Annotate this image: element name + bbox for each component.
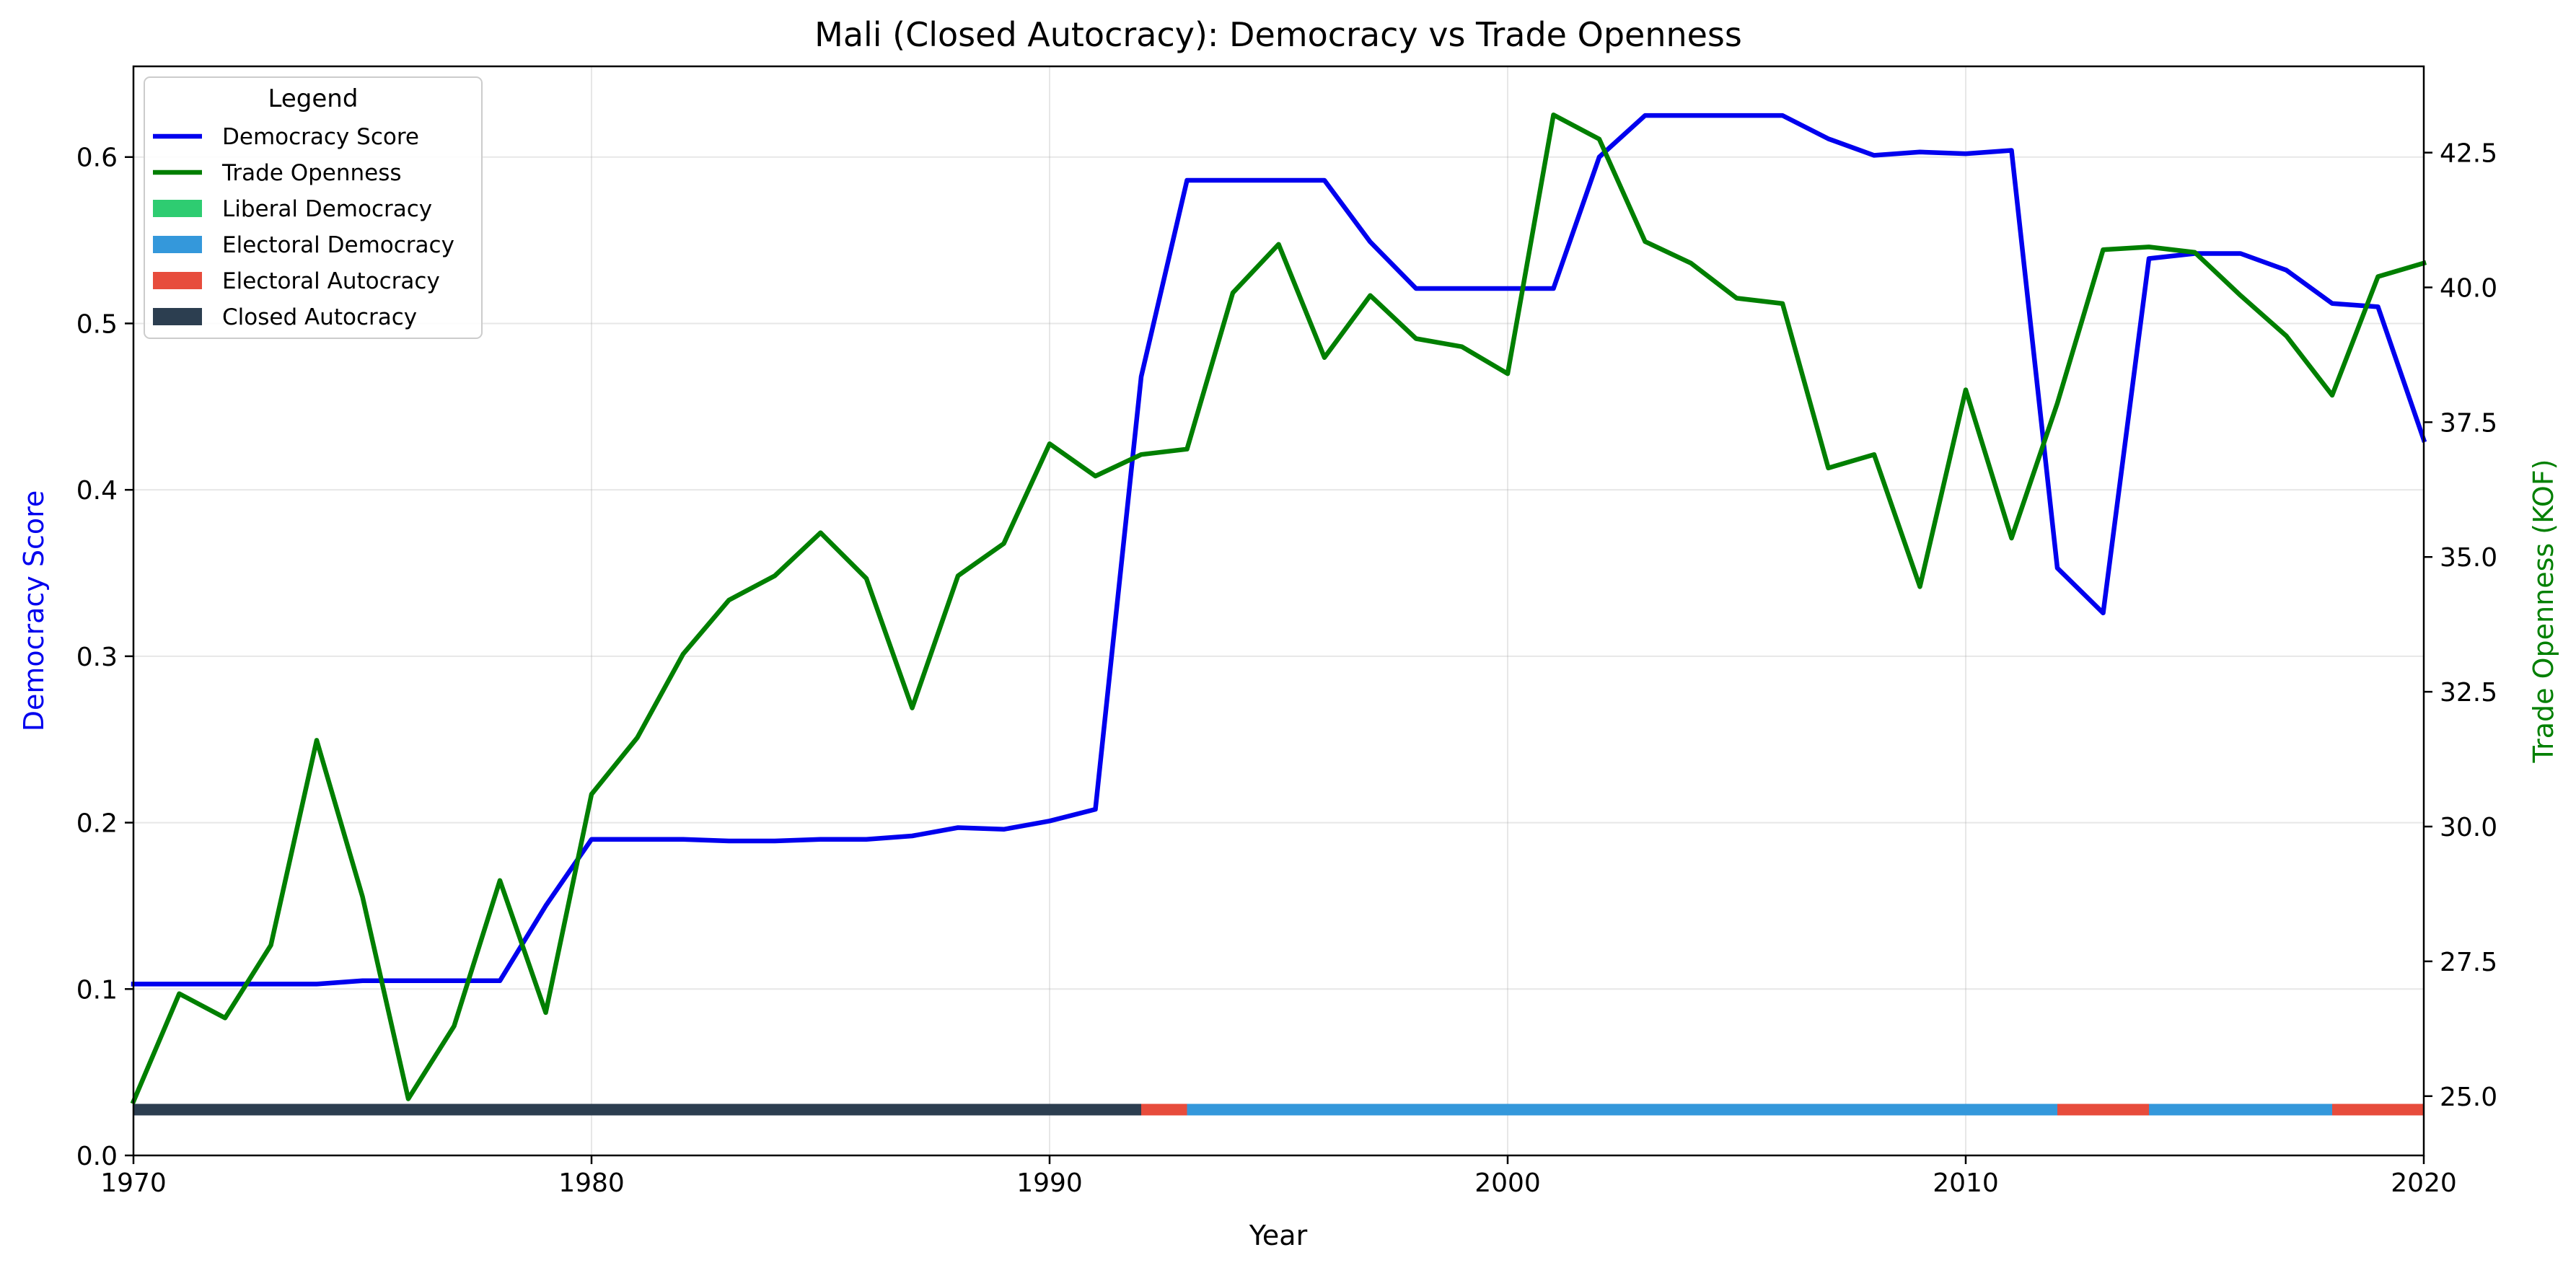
legend: Legend Democracy Score Trade Openness Liber… [144,76,483,339]
y-axis-left: 0.0 0.1 0.2 0.3 0.4 0.5 0.6 [76,144,133,1171]
x-axis: 1970 1980 1990 2000 2010 2020 [100,1155,2457,1198]
series-lines [130,113,2427,1105]
y-right-tick-label: 25.0 [2440,1083,2497,1112]
y-left-tick-label: 0.1 [76,975,118,1005]
x-tick-label: 2000 [1474,1168,1541,1198]
x-axis-label: Year [1249,1220,1308,1251]
legend-title: Legend [268,84,359,113]
y-left-tick-label: 0.3 [76,643,118,672]
plot-frame [132,65,2425,1157]
y-left-tick-label: 0.6 [76,144,118,173]
legend-label: Electoral Democracy [222,232,454,258]
legend-label: Liberal Democracy [222,196,432,222]
x-tick-label: 1970 [100,1168,167,1198]
legend-label: Closed Autocracy [222,304,417,330]
y-left-tick-label: 0.0 [76,1142,118,1171]
legend-swatch-patch [153,236,202,253]
legend-swatch-patch [153,272,202,289]
x-tick-label: 2020 [2391,1168,2457,1198]
legend-swatch-patch [153,308,202,325]
y-left-tick-label: 0.2 [76,809,118,839]
legend-box [144,76,483,339]
legend-swatch-patch [153,200,202,217]
y-right-tick-label: 42.5 [2440,139,2497,169]
y-left-tick-label: 0.4 [76,476,118,506]
chart-title: Mali (Closed Autocracy): Democracy vs Tr… [814,15,1742,54]
y-axis-right: 25.0 27.5 30.0 32.5 35.0 37.5 40.0 42.5 [2424,139,2497,1112]
trade-openness-line [130,113,2427,1105]
y-axis-left-label: Democracy Score [18,490,50,732]
y-right-tick-label: 35.0 [2440,543,2497,573]
y-right-tick-label: 40.0 [2440,273,2497,303]
y-right-tick-label: 32.5 [2440,678,2497,708]
x-tick-label: 2010 [1933,1168,1999,1198]
legend-label: Democracy Score [222,124,419,150]
democracy-score-line [131,113,2427,987]
y-right-tick-label: 37.5 [2440,408,2497,438]
y-left-tick-label: 0.5 [76,309,118,339]
legend-label: Trade Openness [221,160,402,186]
legend-label: Electoral Autocracy [222,268,440,294]
x-tick-label: 1990 [1016,1168,1083,1198]
y-right-tick-label: 30.0 [2440,813,2497,842]
x-tick-label: 1980 [558,1168,625,1198]
y-right-tick-label: 27.5 [2440,948,2497,977]
y-axis-right-label: Trade Openness (KOF) [2528,459,2559,763]
